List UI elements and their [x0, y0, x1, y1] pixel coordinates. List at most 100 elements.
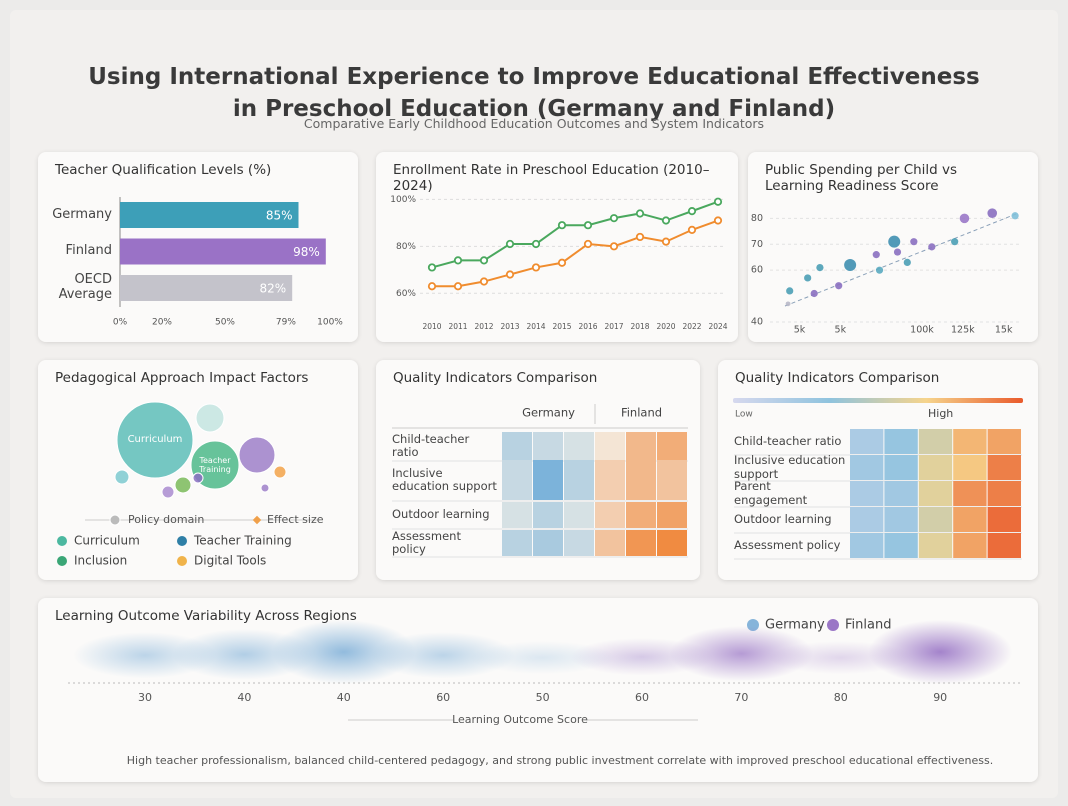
point [904, 259, 911, 266]
x-axis-label: Learning Outcome Score [452, 713, 588, 726]
point [455, 257, 461, 263]
bubble [239, 437, 275, 473]
y-tick-label: Finland [38, 234, 112, 270]
column-header: Finland [621, 406, 662, 420]
legend-swatch [57, 536, 67, 546]
legend-label: Curriculum [74, 534, 140, 548]
heat-cell [884, 507, 917, 532]
scale-label: High [928, 407, 953, 420]
heat-cell [595, 432, 625, 460]
point [786, 301, 791, 306]
legend-swatch [110, 515, 120, 525]
point [507, 271, 513, 277]
heat-cell [595, 460, 625, 500]
heat-cell [502, 502, 532, 528]
heat-cell [564, 432, 594, 460]
x-tick-label: 50 [536, 691, 550, 704]
point [533, 264, 539, 270]
point [429, 283, 435, 289]
x-tick-label: 40 [337, 691, 351, 704]
point [835, 282, 842, 289]
page: 85%98%82%0%20%50%79%100%60%80%100%201020… [0, 0, 1068, 806]
heat-cell [533, 530, 563, 556]
y-tick-label: 40 [751, 317, 763, 328]
point [559, 260, 565, 266]
x-tick-label: 2015 [552, 322, 571, 331]
y-tick-label: OECD Average [38, 270, 112, 306]
heat-cell [850, 507, 883, 532]
x-tick-label: 30 [138, 691, 152, 704]
legend-label: Policy domain [128, 513, 204, 526]
bubble [196, 404, 224, 432]
heat-cell [502, 432, 532, 460]
heat-cell [502, 530, 532, 556]
chart-title: Public Spending per Child vs Learning Re… [765, 163, 975, 194]
point [960, 214, 970, 224]
heat-cell [626, 530, 656, 556]
x-tick-label: 2020 [656, 322, 675, 331]
heat-cell [595, 530, 625, 556]
x-tick-label: 79% [276, 318, 296, 328]
point [533, 241, 539, 247]
legend-label: Teacher Training [193, 534, 292, 548]
point [811, 290, 818, 297]
x-tick-label: 2016 [578, 322, 597, 331]
y-tick-label: 70 [751, 239, 763, 250]
heat-cell [533, 502, 563, 528]
column-header: Germany [522, 406, 575, 420]
subtitle: Comparative Early Childhood Education Ou… [0, 117, 1068, 131]
y-tick-label: 60% [396, 289, 416, 299]
point [689, 227, 695, 233]
x-tick-label: 20% [152, 318, 172, 328]
heat-cell [595, 502, 625, 528]
point [637, 234, 643, 240]
point [987, 208, 997, 218]
y-tick-label: 80% [396, 242, 416, 252]
y-tick-label: 60 [751, 265, 763, 276]
heat-cell [657, 432, 687, 460]
legend-label: Effect size [267, 513, 324, 526]
heat-cell [953, 429, 986, 454]
chart-title: Quality Indicators Comparison [735, 371, 1025, 387]
heat-cell [626, 460, 656, 500]
value-label: 85% [266, 209, 293, 223]
point [429, 264, 435, 270]
heat-cell [884, 481, 917, 506]
legend-swatch [177, 556, 187, 566]
chart-title: Learning Outcome Variability Across Regi… [55, 609, 1025, 625]
x-tick-label: 2017 [604, 322, 623, 331]
scale-label: Low [735, 410, 753, 420]
value-label: 82% [260, 282, 287, 296]
chart-title: Enrollment Rate in Preschool Education (… [393, 163, 725, 194]
point [873, 251, 880, 258]
x-tick-label: 60 [436, 691, 450, 704]
heat-cell [850, 429, 883, 454]
point [481, 257, 487, 263]
heat-cell [884, 455, 917, 480]
heat-cell [919, 507, 952, 532]
y-tick-label: Germany [38, 197, 112, 233]
x-tick-label: 2012 [474, 322, 493, 331]
x-tick-label: 80 [834, 691, 848, 704]
value-label: 98% [293, 245, 320, 259]
row-label: Outdoor learning [734, 507, 846, 532]
point [637, 210, 643, 216]
bubble-label: Teacher Training [187, 453, 243, 477]
chart-title: Quality Indicators Comparison [393, 371, 687, 387]
point [559, 222, 565, 228]
heat-cell [988, 507, 1021, 532]
point [663, 238, 669, 244]
bubble [261, 484, 269, 492]
point [507, 241, 513, 247]
row-label: Assessment policy [734, 533, 846, 558]
point [481, 278, 487, 284]
x-tick-label: 50% [215, 318, 235, 328]
point [585, 222, 591, 228]
x-tick-label: 0% [113, 318, 128, 328]
row-label: Parent engagement [734, 481, 846, 506]
point [816, 264, 823, 271]
heat-cell [564, 502, 594, 528]
legend-label: Inclusion [74, 554, 127, 568]
heat-cell [657, 460, 687, 500]
row-label: Child-teacher ratio [734, 429, 846, 454]
